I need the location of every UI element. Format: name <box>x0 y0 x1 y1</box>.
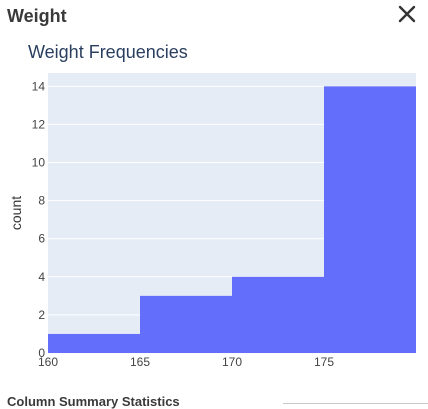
close-button[interactable] <box>394 1 420 27</box>
x-tick-label: 170 <box>222 355 242 369</box>
summary-divider <box>283 403 428 404</box>
histogram-bar <box>232 276 324 353</box>
y-tick-label: 14 <box>32 79 46 93</box>
histogram-bar <box>140 295 232 353</box>
panel-title: Weight <box>7 6 67 26</box>
y-tick-label: 10 <box>32 156 46 170</box>
y-tick-label: 2 <box>38 308 45 322</box>
chart-title: Weight Frequencies <box>28 42 188 62</box>
x-tick-label: 165 <box>130 355 150 369</box>
y-tick-label: 6 <box>38 232 45 246</box>
y-tick-label: 8 <box>38 194 45 208</box>
histogram-bar <box>48 333 140 353</box>
x-tick-label: 160 <box>38 355 58 369</box>
x-tick-label: 175 <box>314 355 334 369</box>
y-tick-label: 0 <box>38 346 45 360</box>
summary-heading: Column Summary Statistics <box>7 394 180 409</box>
close-icon <box>398 5 416 23</box>
y-axis-title: count <box>8 196 24 230</box>
histogram-bar <box>324 86 416 353</box>
y-tick-label: 4 <box>38 270 45 284</box>
y-tick-label: 12 <box>32 117 46 131</box>
